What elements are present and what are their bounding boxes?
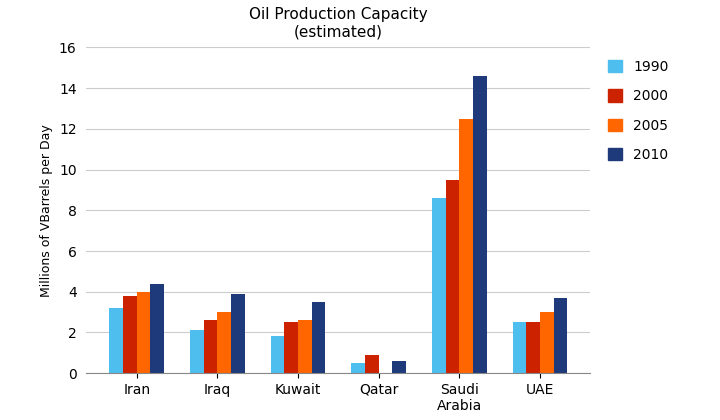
Bar bbox=[123, 296, 137, 373]
Bar bbox=[351, 363, 365, 373]
Bar bbox=[554, 298, 567, 373]
Bar bbox=[231, 294, 245, 373]
Bar bbox=[109, 308, 123, 373]
Bar bbox=[526, 322, 540, 373]
Bar bbox=[513, 322, 526, 373]
Bar bbox=[432, 198, 446, 373]
Y-axis label: Millions of VBarrels per Day: Millions of VBarrels per Day bbox=[40, 124, 53, 297]
Bar bbox=[446, 180, 459, 373]
Bar bbox=[190, 331, 204, 373]
Legend: 1990, 2000, 2005, 2010: 1990, 2000, 2005, 2010 bbox=[603, 55, 674, 167]
Title: Oil Production Capacity
(estimated): Oil Production Capacity (estimated) bbox=[249, 7, 428, 39]
Bar bbox=[204, 320, 217, 373]
Bar bbox=[271, 336, 284, 373]
Bar bbox=[137, 292, 150, 373]
Bar bbox=[473, 76, 487, 373]
Bar bbox=[150, 284, 164, 373]
Bar bbox=[284, 322, 298, 373]
Bar bbox=[459, 119, 473, 373]
Bar bbox=[540, 312, 554, 373]
Bar bbox=[312, 302, 325, 373]
Bar bbox=[392, 361, 406, 373]
Bar bbox=[365, 355, 379, 373]
Bar bbox=[217, 312, 231, 373]
Bar bbox=[298, 320, 312, 373]
